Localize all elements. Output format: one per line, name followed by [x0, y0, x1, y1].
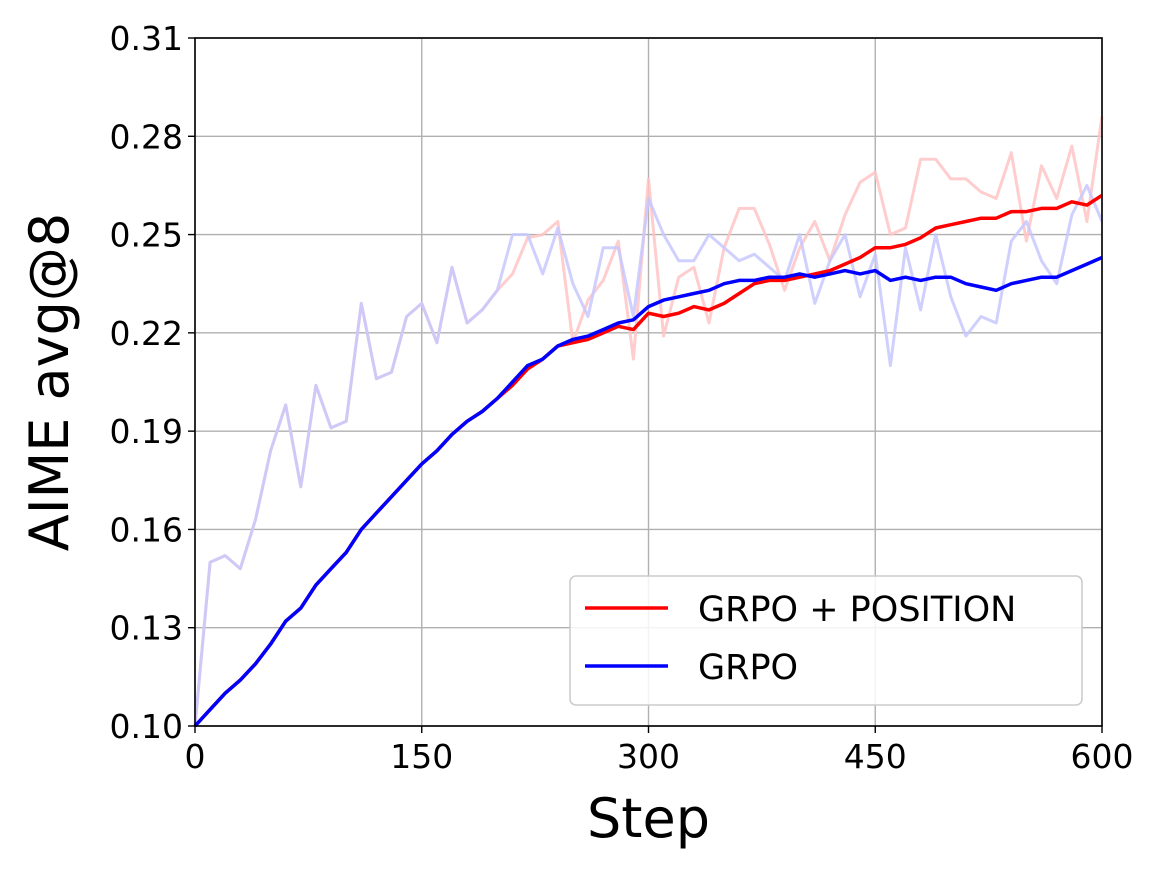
y-axis-ticks: 0.10 0.13 0.16 0.19 0.22 0.25 0.28 0.31	[110, 19, 195, 746]
x-axis-title: Step	[587, 787, 710, 850]
legend-label-grpo-position: GRPO + POSITION	[698, 590, 1016, 630]
raw-series-line-1	[193, 183, 1104, 727]
y-axis-title: AIME avg@8	[18, 213, 81, 551]
x-tick-label: 600	[1071, 737, 1134, 776]
x-axis-ticks: 0 150 300 450 600	[185, 726, 1134, 776]
raw-series-lines	[193, 116, 1104, 727]
y-tick-label: 0.10	[110, 707, 183, 746]
smoothed-series-lines	[193, 193, 1103, 728]
y-tick-label: 0.19	[110, 412, 183, 451]
x-tick-label: 150	[390, 737, 453, 776]
y-tick-label: 0.25	[110, 216, 183, 255]
legend-label-grpo: GRPO	[698, 648, 798, 688]
y-tick-label: 0.28	[110, 117, 183, 156]
x-tick-label: 0	[185, 737, 206, 776]
y-tick-label: 0.16	[110, 510, 183, 549]
x-tick-label: 300	[617, 737, 680, 776]
series-line-1	[193, 255, 1103, 728]
y-tick-label: 0.22	[110, 314, 183, 353]
legend-box	[569, 575, 1083, 706]
y-tick-label: 0.31	[110, 19, 183, 58]
x-tick-label: 450	[844, 737, 907, 776]
legend: GRPO + POSITION GRPO	[569, 575, 1083, 706]
y-tick-label: 0.13	[110, 609, 183, 648]
